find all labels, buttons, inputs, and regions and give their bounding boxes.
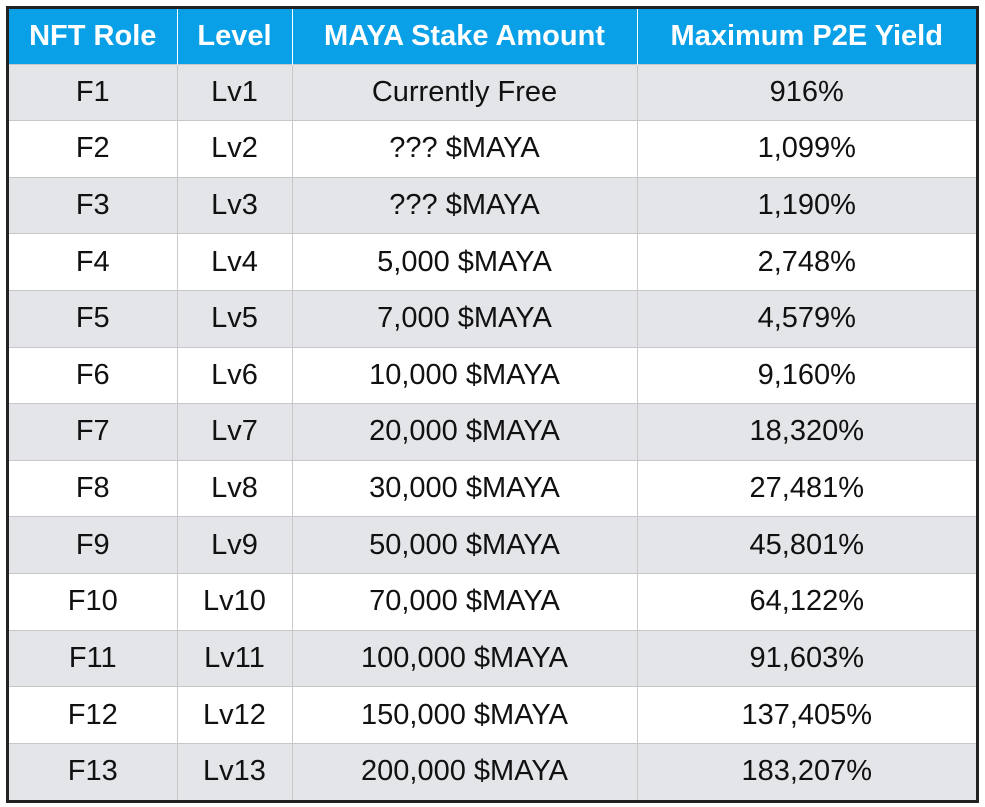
cell-max-yield: 4,579% <box>637 289 976 348</box>
cell-stake-amount: 10,000 $MAYA <box>292 346 638 404</box>
cell-max-yield: 45,801% <box>637 516 976 574</box>
cell-nft-role: F9 <box>9 516 178 574</box>
cell-stake-amount: ??? $MAYA <box>292 176 638 234</box>
cell-max-yield: 1,099% <box>637 120 976 178</box>
cell-stake-amount: 7,000 $MAYA <box>292 289 638 348</box>
header-nft-role: NFT Role <box>9 9 178 64</box>
cell-max-yield: 9,160% <box>637 346 976 404</box>
cell-level: Lv9 <box>177 516 293 574</box>
cell-nft-role: F8 <box>9 459 178 517</box>
cell-stake-amount: 20,000 $MAYA <box>292 403 638 461</box>
table-row: F2 Lv2??? $MAYA 1,099% <box>9 120 976 178</box>
cell-stake-amount: 50,000 $MAYA <box>292 516 638 574</box>
cell-max-yield: 916% <box>637 63 976 121</box>
header-max-yield: Maximum P2E Yield <box>637 9 976 64</box>
cell-max-yield: 91,603% <box>637 629 976 687</box>
cell-level: Lv13 <box>177 742 293 800</box>
cell-nft-role: F6 <box>9 346 178 404</box>
cell-nft-role: F7 <box>9 403 178 461</box>
cell-nft-role: F4 <box>9 233 178 291</box>
cell-max-yield: 137,405% <box>637 686 976 744</box>
cell-nft-role: F2 <box>9 120 178 178</box>
cell-max-yield: 64,122% <box>637 572 976 631</box>
table-header: NFT Role Level MAYA Stake Amount Maximum… <box>9 9 976 64</box>
cell-stake-amount: 30,000 $MAYA <box>292 459 638 517</box>
table-frame: NFT Role Level MAYA Stake Amount Maximum… <box>6 6 979 803</box>
cell-stake-amount: 70,000 $MAYA <box>292 572 638 631</box>
header-stake-amount: MAYA Stake Amount <box>292 9 638 64</box>
cell-level: Lv8 <box>177 459 293 517</box>
cell-max-yield: 2,748% <box>637 233 976 291</box>
cell-level: Lv7 <box>177 403 293 461</box>
table-row: F8 Lv8 30,000 $MAYA 27,481% <box>9 459 976 517</box>
cell-stake-amount: 5,000 $MAYA <box>292 233 638 291</box>
cell-nft-role: F5 <box>9 289 178 348</box>
table-row: F1 Lv1 Currently Free 916% <box>9 63 976 121</box>
cell-level: Lv12 <box>177 686 293 744</box>
cell-stake-amount: ??? $MAYA <box>292 120 638 178</box>
cell-level: Lv2 <box>177 120 293 178</box>
cell-nft-role: F3 <box>9 176 178 234</box>
cell-stake-amount: 100,000 $MAYA <box>292 629 638 687</box>
cell-level: Lv4 <box>177 233 293 291</box>
cell-nft-role: F11 <box>9 629 178 687</box>
cell-stake-amount: 150,000 $MAYA <box>292 686 638 744</box>
table-row: F11 Lv11 100,000 $MAYA 91,603% <box>9 629 976 687</box>
table-row: F10 Lv10 70,000 $MAYA 64,122% <box>9 572 976 631</box>
nft-role-yield-table: NFT Role Level MAYA Stake Amount Maximum… <box>9 9 976 800</box>
cell-level: Lv5 <box>177 289 293 348</box>
header-row: NFT Role Level MAYA Stake Amount Maximum… <box>9 9 976 64</box>
cell-stake-amount: 200,000 $MAYA <box>292 742 638 800</box>
cell-level: Lv10 <box>177 572 293 631</box>
cell-max-yield: 1,190% <box>637 176 976 234</box>
cell-nft-role: F10 <box>9 572 178 631</box>
table-row: F12 Lv12 150,000 $MAYA 137,405% <box>9 686 976 744</box>
cell-max-yield: 183,207% <box>637 742 976 800</box>
table-row: F13 Lv13 200,000 $MAYA 183,207% <box>9 742 976 800</box>
table-body: F1 Lv1 Currently Free 916% F2 Lv2??? $MAYA 1,0… <box>9 63 976 800</box>
table-row: F7 Lv7 20,000 $MAYA 18,320% <box>9 403 976 461</box>
cell-level: Lv11 <box>177 629 293 687</box>
table-row: F4 Lv4 5,000 $MAYA 2,748% <box>9 233 976 291</box>
cell-level: Lv6 <box>177 346 293 404</box>
cell-max-yield: 27,481% <box>637 459 976 517</box>
table-row: F6 Lv6 10,000 $MAYA 9,160% <box>9 346 976 404</box>
cell-max-yield: 18,320% <box>637 403 976 461</box>
table-row: F9 Lv9 50,000 $MAYA 45,801% <box>9 516 976 574</box>
table-row: F3 Lv3??? $MAYA 1,190% <box>9 176 976 234</box>
header-level: Level <box>177 9 293 64</box>
cell-stake-amount: Currently Free <box>292 63 638 121</box>
cell-nft-role: F12 <box>9 686 178 744</box>
table-row: F5 Lv5 7,000 $MAYA 4,579% <box>9 289 976 348</box>
cell-nft-role: F13 <box>9 742 178 800</box>
cell-level: Lv1 <box>177 63 293 121</box>
cell-level: Lv3 <box>177 176 293 234</box>
cell-nft-role: F1 <box>9 63 178 121</box>
